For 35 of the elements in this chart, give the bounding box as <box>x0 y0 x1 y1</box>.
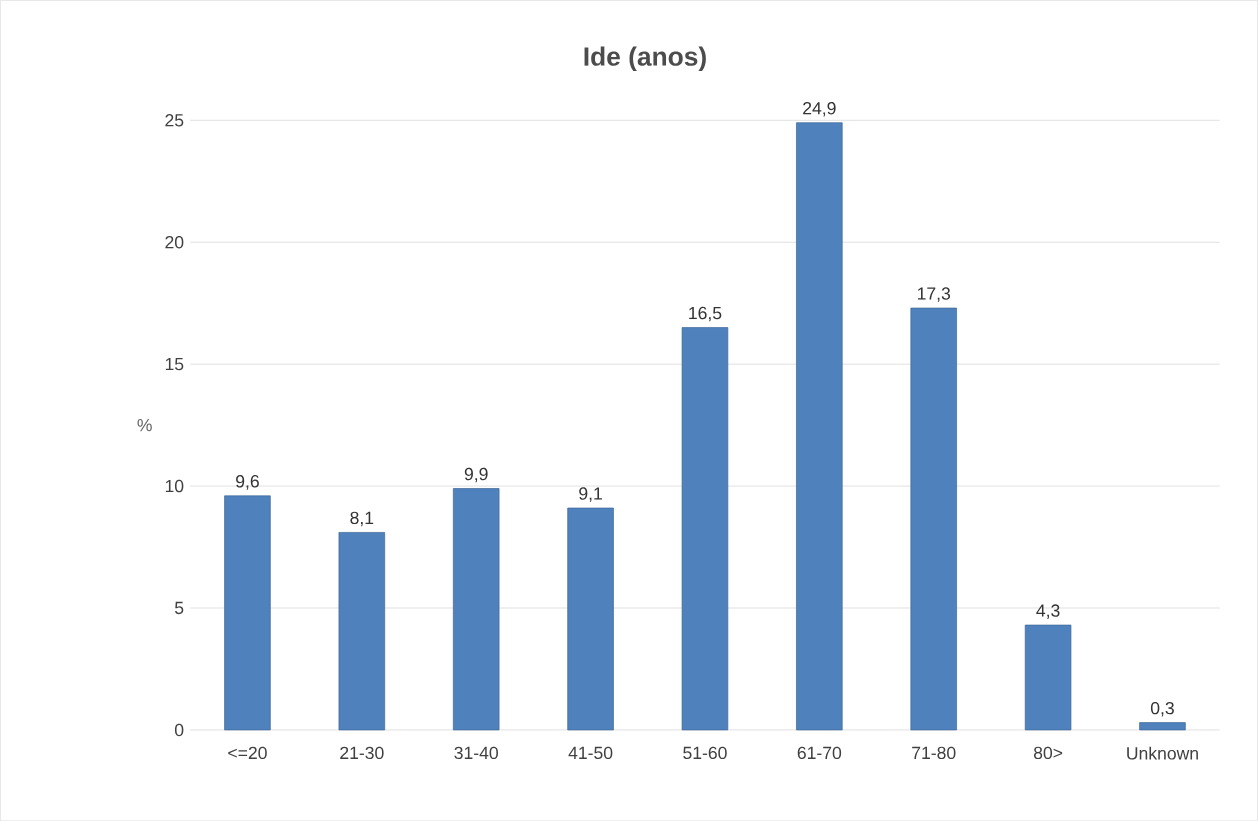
x-tick-label: 80> <box>1033 746 1063 759</box>
bar <box>1024 624 1072 731</box>
data-label: 9,6 <box>236 475 259 490</box>
x-tick-label: <=20 <box>228 746 267 759</box>
bar <box>796 122 843 731</box>
x-tick-label: 61-70 <box>797 746 842 759</box>
bar <box>910 307 957 731</box>
x-tick-label: 21-30 <box>340 746 384 759</box>
data-label: 24,9 <box>803 101 836 117</box>
x-tick-label: 41-50 <box>568 746 613 759</box>
chart-title: Ide (anos) <box>584 46 706 71</box>
bar <box>224 495 271 731</box>
data-label: 8,1 <box>350 511 374 527</box>
data-label: 17,3 <box>917 287 951 302</box>
bar <box>1139 722 1186 731</box>
data-label: 0,3 <box>1150 701 1174 717</box>
y-axis-title: % <box>137 418 152 432</box>
x-tick-label: 51-60 <box>683 746 727 759</box>
y-tick-label: 20 <box>165 235 184 249</box>
data-label: 9,1 <box>579 487 602 502</box>
y-tick-label: 15 <box>165 357 184 371</box>
data-label: 4,3 <box>1036 604 1060 619</box>
data-label: 9,9 <box>464 467 488 483</box>
bar <box>338 531 386 731</box>
y-tick-label: 10 <box>165 479 184 493</box>
y-tick-label: 25 <box>165 113 184 127</box>
x-tick-label: Unknown <box>1127 746 1198 760</box>
y-tick-label: 5 <box>174 601 184 615</box>
x-tick-label: 31-40 <box>454 746 498 759</box>
bar <box>567 507 614 731</box>
data-label: 16,5 <box>689 306 722 322</box>
bar <box>452 488 500 731</box>
x-tick-label: 71-80 <box>912 746 956 759</box>
y-tick-label: 0 <box>174 723 184 737</box>
bar <box>681 327 729 731</box>
